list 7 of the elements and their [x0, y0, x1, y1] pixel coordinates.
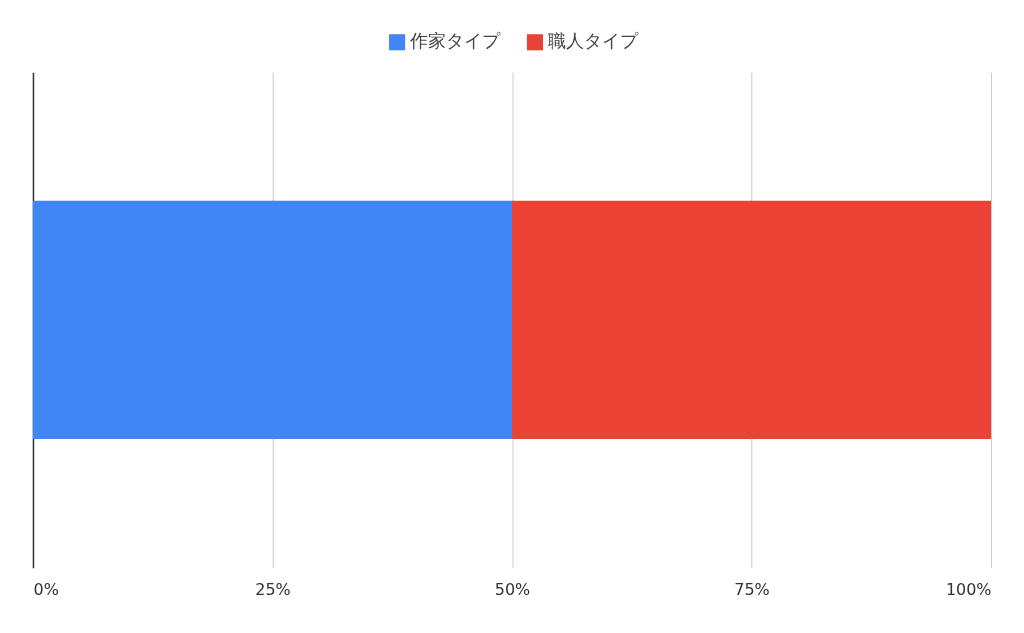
x-tick-label: 75% — [734, 580, 770, 600]
legend-label: 職人タイプ — [547, 30, 639, 52]
x-tick-label: 100% — [945, 580, 992, 600]
x-tick-label: 50% — [494, 580, 531, 600]
legend-label: 作家タイプ — [409, 30, 502, 52]
x-tick-label: 25% — [255, 580, 291, 600]
x-tick-label: 0% — [33, 580, 59, 600]
